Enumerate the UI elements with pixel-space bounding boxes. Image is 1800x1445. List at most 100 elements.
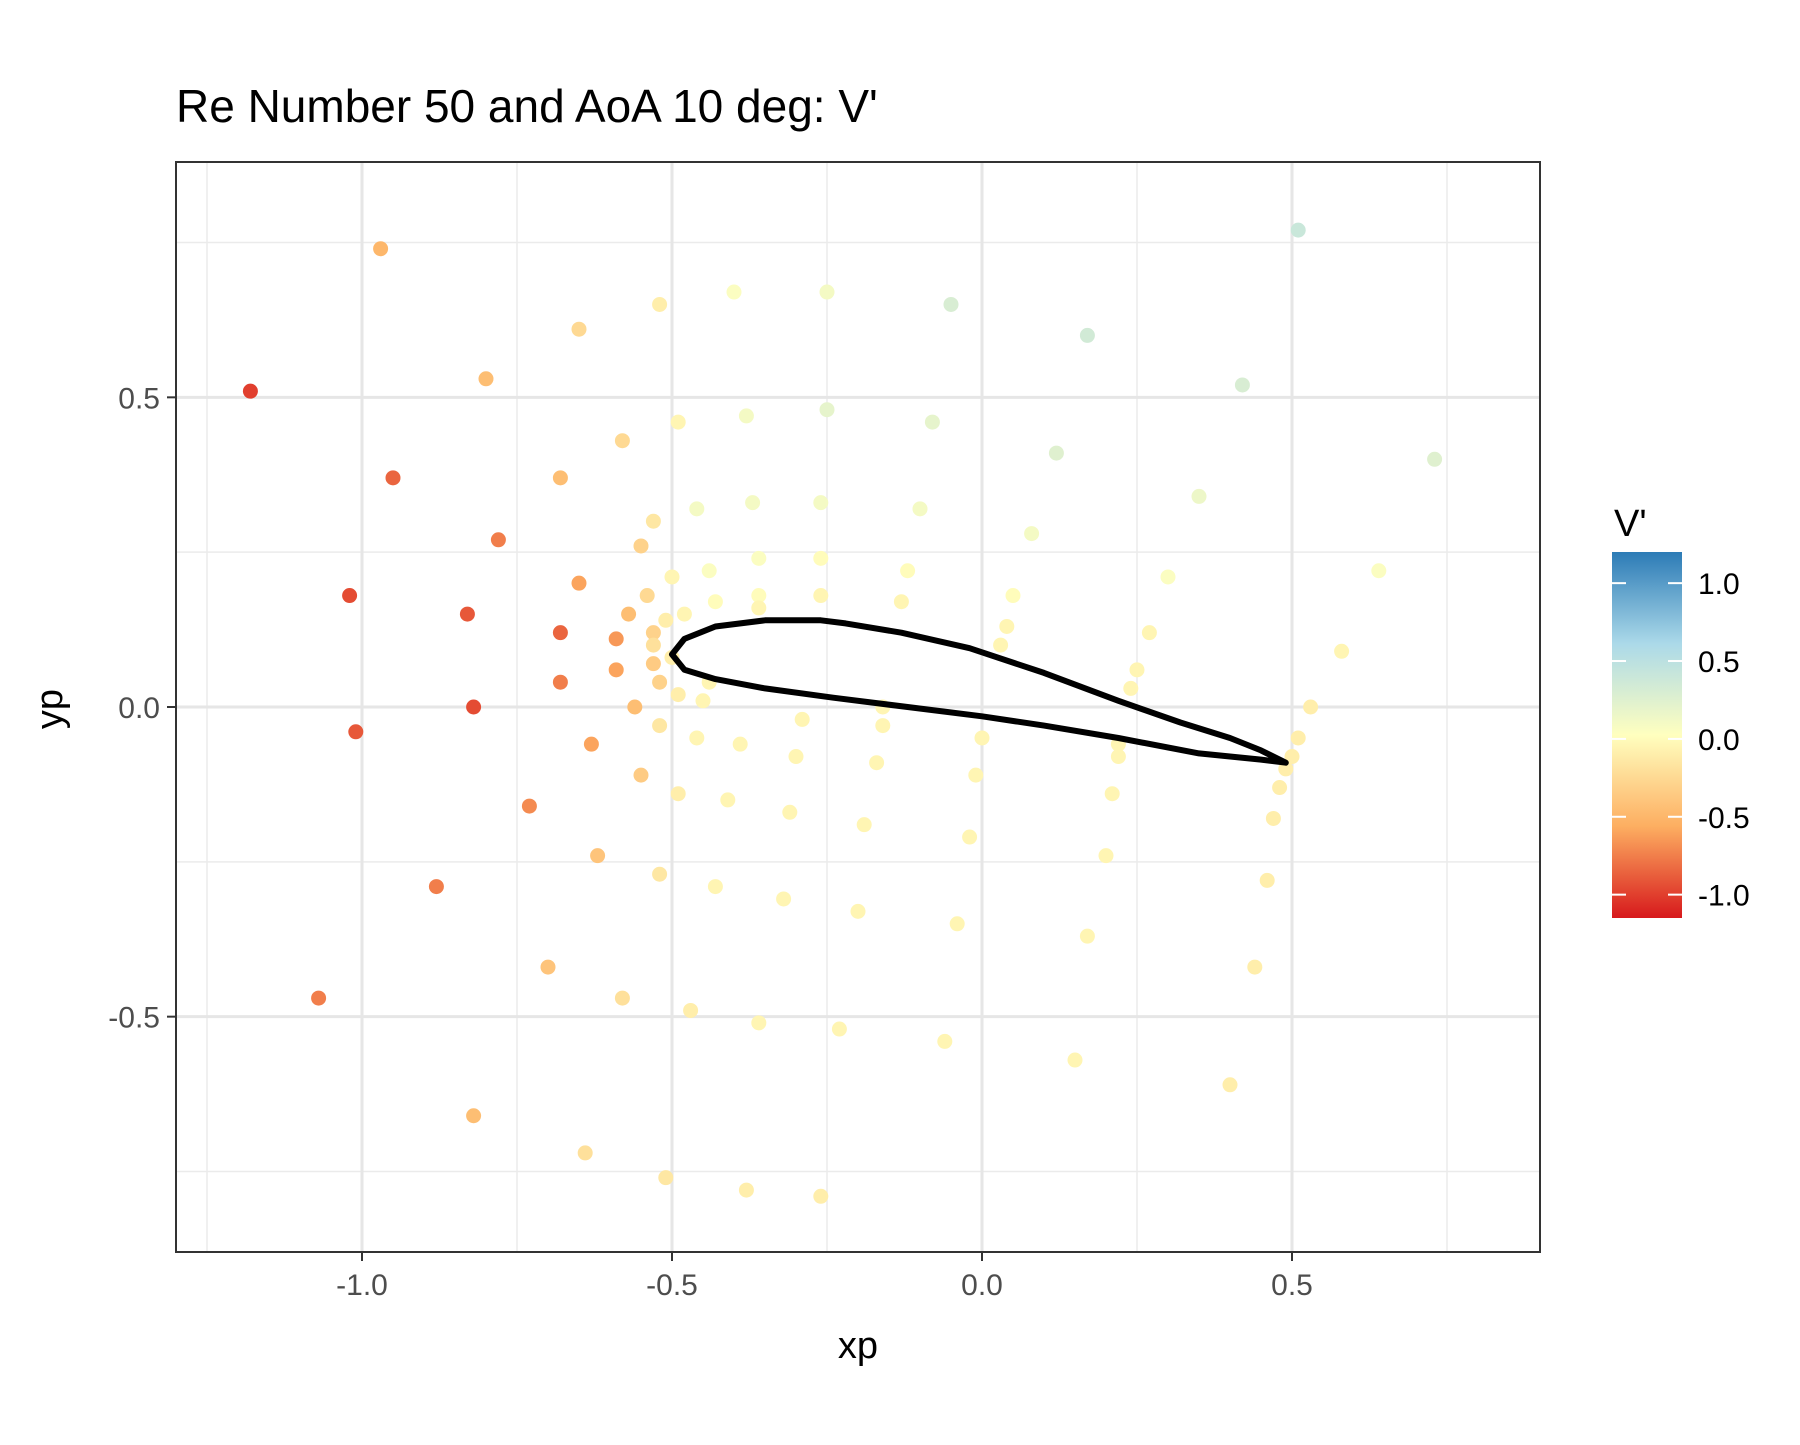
data-point — [937, 1033, 953, 1049]
data-point — [645, 513, 661, 529]
x-tick-label: -1.0 — [336, 1269, 388, 1302]
data-point — [875, 718, 891, 734]
data-point — [813, 588, 829, 604]
data-point — [627, 699, 643, 715]
data-point — [751, 550, 767, 566]
data-point — [900, 563, 916, 579]
data-point — [658, 612, 674, 628]
data-point — [1265, 810, 1281, 826]
data-point — [912, 501, 928, 517]
colorbar-tick-label: 0.5 — [1698, 646, 1740, 679]
x-tick-label: 0.0 — [961, 1269, 1003, 1302]
data-point — [701, 563, 717, 579]
y-tick-label: 0.0 — [118, 692, 160, 725]
data-point — [707, 879, 723, 895]
data-point — [869, 755, 885, 771]
chart-title: Re Number 50 and AoA 10 deg: V' — [176, 80, 878, 132]
data-point — [1334, 643, 1350, 659]
data-point — [968, 767, 984, 783]
data-point — [1129, 662, 1145, 678]
y-axis-label: yp — [29, 689, 71, 729]
data-point — [1048, 445, 1064, 461]
data-point — [652, 296, 668, 312]
data-point — [993, 637, 1009, 653]
colorbar-tick-label: 0.0 — [1698, 724, 1740, 757]
data-point — [831, 1021, 847, 1037]
data-point — [683, 1002, 699, 1018]
data-point — [1067, 1052, 1083, 1068]
data-point — [999, 618, 1015, 634]
data-point — [633, 538, 649, 554]
data-point — [751, 1015, 767, 1031]
data-point — [478, 371, 494, 387]
data-point — [608, 631, 624, 647]
data-point — [788, 749, 804, 765]
data-point — [1098, 848, 1114, 864]
data-point — [949, 916, 965, 932]
data-point — [776, 891, 792, 907]
data-point — [633, 767, 649, 783]
y-axis: -0.5 0.0 0.5 — [108, 382, 176, 1035]
data-point — [1371, 563, 1387, 579]
data-point — [689, 501, 705, 517]
data-point — [490, 532, 506, 548]
colorbar — [1612, 552, 1682, 918]
data-point — [813, 495, 829, 511]
data-point — [571, 575, 587, 591]
data-point — [695, 693, 711, 709]
colorbar-legend: V' 1.0 0.5 0.0 -0.5 -1.0 — [1612, 503, 1750, 918]
data-point — [521, 798, 537, 814]
data-point — [720, 792, 736, 808]
data-point — [850, 903, 866, 919]
data-point — [962, 829, 978, 845]
data-point — [652, 866, 668, 882]
data-point — [738, 408, 754, 424]
data-point — [590, 848, 606, 864]
data-point — [577, 1145, 593, 1161]
data-point — [893, 594, 909, 610]
data-point — [751, 600, 767, 616]
data-point — [1303, 699, 1319, 715]
data-point — [751, 588, 767, 604]
data-point — [726, 284, 742, 300]
data-point — [1123, 680, 1139, 696]
data-point — [608, 662, 624, 678]
data-point — [428, 879, 444, 895]
data-point — [652, 674, 668, 690]
colorbar-tick-label: 1.0 — [1698, 568, 1740, 601]
data-point — [670, 687, 686, 703]
data-point — [1234, 377, 1250, 393]
data-point — [670, 786, 686, 802]
data-point — [813, 550, 829, 566]
data-point — [1079, 327, 1095, 343]
data-point — [1284, 749, 1300, 765]
data-point — [552, 470, 568, 486]
data-point — [1272, 780, 1288, 796]
data-point — [466, 699, 482, 715]
plot-panel — [175, 161, 1541, 1253]
colorbar-tick-label: -0.5 — [1698, 802, 1750, 835]
data-point — [1247, 959, 1263, 975]
data-point — [645, 656, 661, 672]
data-point — [1259, 872, 1275, 888]
x-tick-label: -0.5 — [646, 1269, 698, 1302]
data-point — [1005, 588, 1021, 604]
data-point — [614, 990, 630, 1006]
data-point — [1141, 625, 1157, 641]
data-point — [974, 730, 990, 746]
data-point — [745, 495, 761, 511]
data-point — [1110, 749, 1126, 765]
legend-title: V' — [1614, 503, 1647, 545]
data-point — [571, 321, 587, 337]
data-point — [645, 625, 661, 641]
data-point — [552, 674, 568, 690]
data-point — [738, 1182, 754, 1198]
data-point — [1160, 569, 1176, 585]
data-point — [621, 606, 637, 622]
data-point — [658, 1170, 674, 1186]
data-point — [540, 959, 556, 975]
data-point — [1191, 488, 1207, 504]
data-point — [664, 569, 680, 585]
data-point — [943, 296, 959, 312]
